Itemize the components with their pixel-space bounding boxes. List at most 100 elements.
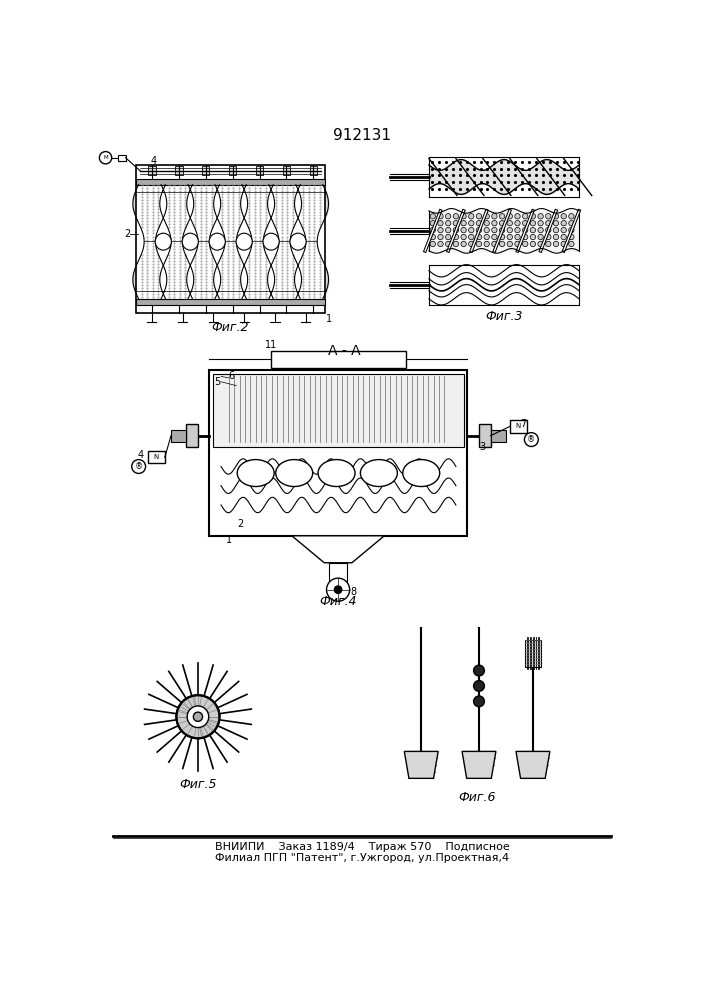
Circle shape [507, 220, 513, 226]
Circle shape [430, 241, 436, 247]
Circle shape [538, 214, 543, 219]
Text: 912131: 912131 [333, 128, 391, 143]
Bar [491, 430, 506, 442]
Ellipse shape [403, 460, 440, 487]
Circle shape [438, 234, 443, 240]
Ellipse shape [238, 460, 274, 487]
Bar [329, 563, 347, 582]
Ellipse shape [276, 460, 312, 487]
Circle shape [430, 214, 436, 219]
Circle shape [554, 227, 559, 233]
Circle shape [554, 214, 559, 219]
Circle shape [187, 706, 209, 728]
Circle shape [453, 227, 459, 233]
Circle shape [445, 220, 451, 226]
Circle shape [327, 578, 350, 601]
Bar [136, 299, 325, 305]
Circle shape [334, 586, 342, 594]
Circle shape [530, 234, 536, 240]
Circle shape [522, 220, 528, 226]
Ellipse shape [361, 460, 397, 487]
Circle shape [484, 241, 489, 247]
Text: Фиг.6: Фиг.6 [458, 791, 496, 804]
Text: 1: 1 [326, 314, 332, 324]
Circle shape [474, 681, 484, 691]
Circle shape [538, 234, 543, 240]
Circle shape [546, 234, 551, 240]
Bar [229, 166, 236, 175]
Bar [148, 166, 156, 175]
Text: 3: 3 [480, 442, 486, 452]
Circle shape [453, 241, 459, 247]
Ellipse shape [290, 233, 306, 250]
Circle shape [100, 152, 112, 164]
Text: M: M [103, 155, 108, 160]
Circle shape [484, 220, 489, 226]
Text: Фиг.3: Фиг.3 [485, 310, 522, 323]
Circle shape [469, 227, 474, 233]
Bar [148, 451, 165, 463]
Circle shape [445, 214, 451, 219]
Text: Филиал ПГП "Патент", г.Ужгород, ул.Проектная,4: Филиал ПГП "Патент", г.Ужгород, ул.Проек… [215, 853, 509, 863]
Ellipse shape [318, 460, 355, 487]
Circle shape [530, 227, 536, 233]
Circle shape [515, 214, 520, 219]
Bar [256, 166, 264, 175]
Circle shape [515, 227, 520, 233]
Circle shape [568, 227, 574, 233]
Circle shape [132, 460, 146, 473]
Circle shape [430, 234, 436, 240]
Circle shape [474, 665, 484, 676]
Circle shape [474, 696, 484, 707]
Circle shape [430, 220, 436, 226]
Circle shape [453, 234, 459, 240]
Bar [214, 374, 464, 447]
Bar [118, 155, 126, 161]
Text: 2: 2 [124, 229, 130, 239]
Circle shape [484, 227, 489, 233]
Circle shape [499, 220, 505, 226]
Bar [136, 165, 325, 312]
Circle shape [507, 234, 513, 240]
Circle shape [568, 241, 574, 247]
Circle shape [538, 220, 543, 226]
Circle shape [525, 433, 538, 446]
Circle shape [554, 234, 559, 240]
Circle shape [530, 214, 536, 219]
Circle shape [561, 220, 566, 226]
Text: 4: 4 [137, 450, 144, 460]
Text: 4: 4 [150, 156, 156, 166]
Polygon shape [516, 751, 550, 778]
Circle shape [491, 241, 497, 247]
Bar [479, 424, 491, 447]
Text: N: N [515, 423, 521, 429]
Ellipse shape [182, 233, 199, 250]
Circle shape [507, 214, 513, 219]
Bar [136, 179, 325, 185]
Circle shape [507, 241, 513, 247]
Circle shape [538, 241, 543, 247]
Circle shape [491, 234, 497, 240]
Text: Фиг.5: Фиг.5 [179, 778, 216, 791]
Circle shape [499, 234, 505, 240]
Bar [271, 351, 406, 368]
Circle shape [554, 220, 559, 226]
Text: 6: 6 [228, 371, 234, 381]
Circle shape [530, 241, 536, 247]
Circle shape [484, 214, 489, 219]
Circle shape [438, 241, 443, 247]
Text: 2: 2 [237, 519, 243, 529]
Circle shape [430, 227, 436, 233]
Circle shape [461, 220, 467, 226]
Text: А - А: А - А [328, 344, 361, 358]
Circle shape [499, 214, 505, 219]
Text: ®: ® [527, 435, 535, 444]
Circle shape [522, 227, 528, 233]
Circle shape [522, 214, 528, 219]
Circle shape [477, 220, 481, 226]
Circle shape [438, 214, 443, 219]
Circle shape [554, 241, 559, 247]
Circle shape [461, 234, 467, 240]
Circle shape [484, 234, 489, 240]
Polygon shape [462, 751, 496, 778]
